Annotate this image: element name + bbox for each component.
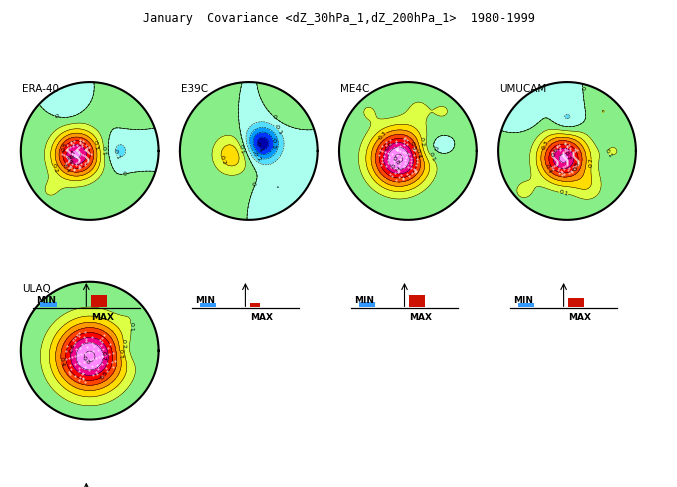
Text: 0.4: 0.4	[544, 164, 552, 174]
Text: 0.7: 0.7	[69, 148, 77, 159]
Text: 0.5: 0.5	[572, 161, 580, 171]
Text: 0.1: 0.1	[604, 148, 613, 159]
Bar	[200, 303, 216, 307]
Bar	[409, 295, 425, 307]
Text: 0.5: 0.5	[100, 370, 110, 380]
Text: 0.1: 0.1	[428, 152, 436, 163]
Text: 0.1: 0.1	[238, 144, 245, 155]
Text: 0.7: 0.7	[563, 151, 571, 162]
Text: 0.1: 0.1	[129, 322, 133, 332]
Text: 0.2: 0.2	[588, 157, 594, 167]
Text: 0.3: 0.3	[541, 139, 550, 150]
Text: 0.7: 0.7	[100, 351, 106, 361]
Text: -0.1: -0.1	[112, 148, 121, 160]
Text: 0.4: 0.4	[61, 163, 71, 174]
Bar	[91, 295, 107, 307]
Text: 0.1: 0.1	[558, 189, 569, 197]
Text: MAX: MAX	[91, 313, 114, 322]
Text: 0.1: 0.1	[101, 146, 107, 155]
Text: MIN: MIN	[513, 296, 533, 305]
Text: 0.6: 0.6	[550, 147, 559, 158]
Text: 0: 0	[271, 113, 277, 119]
Text: MIN: MIN	[354, 296, 374, 305]
Text: -0.1: -0.1	[274, 123, 284, 136]
Text: 0: 0	[580, 86, 585, 90]
Text: 0.2: 0.2	[219, 155, 227, 166]
Text: 0.2: 0.2	[121, 339, 126, 349]
Text: 0: 0	[253, 181, 258, 186]
Text: 0.3: 0.3	[91, 140, 99, 150]
Text: 0.3: 0.3	[378, 130, 388, 140]
Text: 0.5: 0.5	[408, 141, 416, 152]
Text: January  Covariance <dZ_30hPa_1,dZ_200hPa_1>  1980-1999: January Covariance <dZ_30hPa_1,dZ_200hPa…	[143, 12, 534, 25]
Bar	[568, 298, 584, 307]
Text: ME4C: ME4C	[341, 84, 370, 94]
Text: 0.8: 0.8	[391, 156, 401, 167]
Text: 0.7: 0.7	[389, 164, 400, 173]
Text: 0.6: 0.6	[64, 155, 73, 166]
Text: MAX: MAX	[250, 313, 273, 322]
Text: MIN: MIN	[195, 296, 215, 305]
Text: 0: 0	[123, 171, 127, 177]
Text: 0.3: 0.3	[117, 349, 123, 359]
Text: UMUCAM: UMUCAM	[500, 84, 547, 94]
Text: MIN: MIN	[36, 296, 56, 305]
Text: 0.2: 0.2	[419, 136, 425, 147]
Bar	[518, 303, 534, 307]
Text: MAX: MAX	[568, 313, 591, 322]
Text: 0.4: 0.4	[415, 148, 422, 158]
Text: 0.6: 0.6	[69, 343, 77, 354]
Text: -0.2: -0.2	[251, 150, 263, 163]
Text: 0.2: 0.2	[50, 163, 58, 174]
Text: 0: 0	[53, 113, 59, 119]
Bar	[41, 302, 57, 307]
Bar	[250, 303, 260, 307]
Text: ERA-40: ERA-40	[22, 84, 60, 94]
Text: MAX: MAX	[409, 313, 432, 322]
Text: ULAQ: ULAQ	[22, 284, 51, 294]
Text: 0.6: 0.6	[384, 141, 394, 152]
Text: -0.4: -0.4	[254, 140, 263, 153]
Bar	[359, 302, 375, 307]
Text: 0.5: 0.5	[61, 142, 69, 153]
Text: 0.4: 0.4	[58, 356, 64, 367]
Text: E39C: E39C	[181, 84, 209, 94]
Text: 0: 0	[432, 146, 437, 151]
Text: -0.3: -0.3	[271, 136, 277, 149]
Text: 0.8: 0.8	[81, 355, 91, 366]
